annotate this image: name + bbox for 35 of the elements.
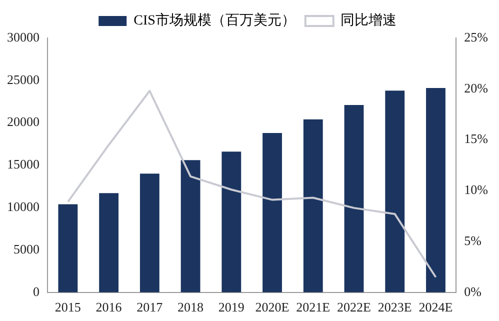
y-tick-label: 20000 xyxy=(7,114,40,130)
bar xyxy=(344,104,364,292)
legend-label: CIS市场规模（百万美元） xyxy=(134,12,296,29)
x-tick-label: 2015 xyxy=(54,300,81,315)
x-tick-label: 2020E xyxy=(255,300,290,315)
bar xyxy=(140,174,160,292)
x-tick-label: 2021E xyxy=(296,300,330,315)
y2-tick-label: 15% xyxy=(464,131,488,146)
y-tick-label: 25000 xyxy=(7,72,40,87)
y-tick-label: 5000 xyxy=(14,241,40,256)
y-tick-label: 10000 xyxy=(7,199,40,214)
bar xyxy=(426,88,446,292)
x-tick-label: 2019 xyxy=(218,300,244,315)
y2-tick-label: 10% xyxy=(464,182,488,198)
y2-tick-label: 0% xyxy=(464,284,482,299)
y2-tick-label: 5% xyxy=(464,232,482,248)
y2-tick-label: 25% xyxy=(464,29,488,44)
x-tick-label: 2016 xyxy=(96,300,122,315)
x-tick-label: 2023E xyxy=(378,300,412,315)
bar xyxy=(262,132,282,292)
bar xyxy=(58,204,78,292)
x-tick-label: 2017 xyxy=(136,300,164,315)
bar xyxy=(222,152,242,292)
y-tick-label: 0 xyxy=(33,284,40,299)
y-tick-label: 15000 xyxy=(7,156,40,172)
legend-label: 同比增速 xyxy=(340,12,396,29)
y2-tick-label: 20% xyxy=(464,80,488,96)
x-tick-label: 2024E xyxy=(418,300,453,315)
bar xyxy=(385,90,405,292)
x-tick-label: 2018 xyxy=(178,300,204,315)
x-tick-label: 2022E xyxy=(337,300,372,315)
bar xyxy=(99,193,119,292)
y-tick-label: 30000 xyxy=(7,29,40,44)
bar xyxy=(303,119,323,292)
bar xyxy=(180,160,200,292)
